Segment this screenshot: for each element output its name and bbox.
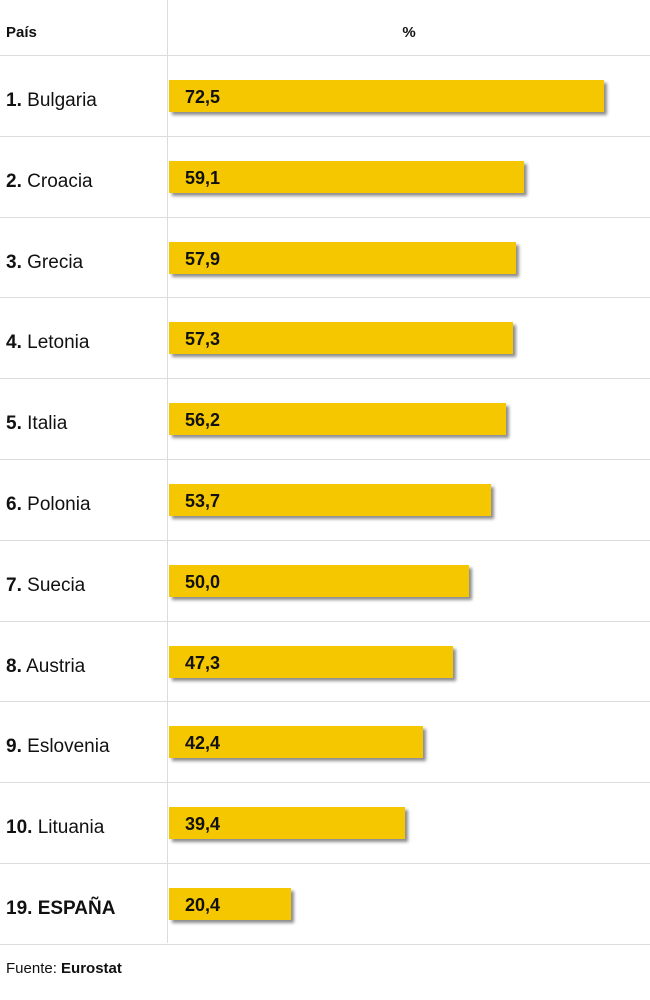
table-row: 3. Grecia 57,9 (0, 217, 650, 297)
rank-number: 6. (6, 494, 22, 515)
bar-value-label: 56,2 (185, 410, 221, 431)
country-name: Polonia (27, 494, 91, 515)
table-row: 2. Croacia 59,1 (0, 136, 650, 216)
bar-croacia (169, 160, 524, 193)
country-name: Suecia (27, 574, 86, 596)
rank-number: 4. (6, 332, 22, 354)
bar-polonia (169, 484, 492, 516)
bar-value-label: 59,1 (185, 167, 221, 188)
table-row: 4. Letonia 57,3 (0, 297, 650, 377)
country-label: 4. Letonia (6, 297, 89, 377)
country-label: 3. Grecia (6, 217, 83, 297)
bar-eslovenia (169, 726, 424, 759)
country-name: Bulgaria (27, 90, 97, 111)
table-row: 7. Suecia 50,0 (0, 540, 650, 620)
bar-value-label: 72,5 (185, 87, 221, 107)
table-row: 8. Austria 47,3 (0, 621, 650, 701)
row-separator (0, 136, 650, 137)
table-row: 6. Polonia 53,7 (0, 459, 650, 539)
country-name: Letonia (27, 332, 90, 354)
row-separator (0, 540, 650, 541)
source-footer: Fuente: Eurostat (6, 960, 122, 977)
bar-value-label: 20,4 (185, 895, 221, 915)
row-separator (0, 378, 650, 379)
rank-number: 10. (6, 817, 33, 839)
row-separator (0, 55, 650, 56)
country-name: Italia (27, 413, 68, 435)
rank-number: 2. (6, 170, 22, 192)
country-label: 8. Austria (6, 621, 85, 701)
source-prefix: Fuente: (6, 960, 62, 977)
bar-value-label: 53,7 (185, 491, 221, 511)
row-separator (0, 621, 650, 622)
column-header-country: País (6, 24, 37, 41)
rank-number: 19. (6, 898, 33, 919)
bar-value-label: 50,0 (185, 571, 221, 592)
country-name: Grecia (27, 251, 84, 273)
country-label: 19. ESPAÑA (6, 863, 115, 943)
country-name: Austria (26, 655, 86, 677)
bar-value-label: 42,4 (185, 733, 221, 754)
table-row: 1. Bulgaria 72,5 (0, 55, 650, 135)
bar-letonia (169, 322, 513, 355)
country-label: 1. Bulgaria (6, 55, 97, 135)
bar-italia (169, 403, 507, 436)
table-row: 9. Eslovenia 42,4 (0, 701, 650, 781)
country-label: 9. Eslovenia (6, 701, 110, 781)
country-label: 2. Croacia (6, 136, 93, 216)
table-row: 19. ESPAÑA 20,4 (0, 863, 650, 943)
bar-value-label: 57,9 (185, 248, 221, 269)
country-label: 10. Lituania (6, 782, 104, 862)
country-name: Croacia (27, 170, 93, 192)
column-header-percent: % (402, 24, 416, 41)
rank-number: 8. (6, 655, 22, 677)
country-label: 6. Polonia (6, 459, 91, 539)
rank-number: 5. (6, 413, 22, 435)
table-row: 5. Italia 56,2 (0, 378, 650, 458)
rank-number: 1. (6, 90, 22, 111)
bar-lituania (169, 807, 406, 840)
country-label: 7. Suecia (6, 540, 85, 620)
bar-españa (169, 888, 292, 920)
row-separator (0, 944, 650, 945)
bar-suecia (169, 564, 469, 597)
source-name: Eurostat (61, 960, 122, 977)
row-separator (0, 701, 650, 702)
row-separator (0, 217, 650, 218)
bar-value-label: 39,4 (185, 814, 221, 835)
bar-value-label: 47,3 (185, 652, 221, 673)
row-separator (0, 297, 650, 298)
row-separator (0, 782, 650, 783)
row-separator (0, 459, 650, 460)
country-name: Lituania (37, 817, 105, 839)
column-divider (167, 0, 168, 943)
rank-number: 7. (6, 574, 22, 596)
bar-bulgaria (169, 80, 604, 112)
country-name: ESPAÑA (37, 898, 116, 919)
rank-number: 9. (6, 736, 22, 758)
country-label: 5. Italia (6, 378, 67, 458)
country-name: Eslovenia (27, 736, 110, 758)
bar-austria (169, 645, 453, 678)
rank-number: 3. (6, 251, 22, 273)
row-separator (0, 863, 650, 864)
table-row: 10. Lituania 39,4 (0, 782, 650, 862)
bar-grecia (169, 241, 517, 274)
bar-value-label: 57,3 (185, 329, 221, 350)
